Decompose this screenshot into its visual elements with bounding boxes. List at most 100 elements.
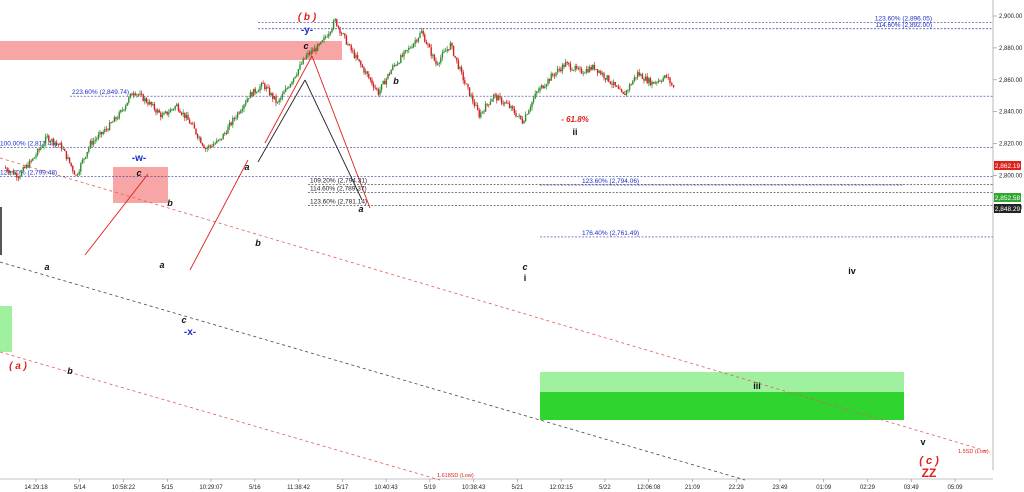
candle-body: [68, 157, 71, 163]
candle-body: [9, 171, 12, 173]
candle-body: [516, 116, 519, 117]
candle-body: [660, 81, 663, 82]
candle-body: [152, 103, 154, 105]
candle-body: [4, 167, 7, 169]
level-price-label: 2,848.29: [995, 206, 1021, 213]
candle-body: [43, 143, 45, 147]
candle-body: [465, 83, 468, 85]
candle-body: [288, 87, 290, 89]
candle-body: [329, 31, 332, 34]
candle-body: [225, 132, 228, 134]
candle-body: [473, 101, 476, 106]
candle-body: [214, 143, 216, 145]
candle-body: [206, 147, 208, 149]
candle-body: [611, 83, 613, 85]
x-tick-label: 23:49: [772, 485, 788, 491]
candle-body: [128, 97, 130, 103]
fib-level-label: 114.60% (2,789.37): [310, 185, 367, 192]
candle-body: [62, 148, 64, 150]
candle-body: [145, 98, 148, 103]
candle-body: [368, 73, 370, 78]
candle-body: [25, 164, 28, 169]
candle-body: [486, 103, 488, 105]
candle-body: [369, 77, 372, 80]
candle-body: [32, 158, 34, 161]
candle-body: [300, 63, 303, 65]
candle-body: [452, 46, 455, 56]
candle-body: [211, 145, 213, 147]
candle-body: [60, 143, 63, 149]
candle-body: [59, 143, 61, 145]
candle-body: [395, 64, 397, 66]
candle-body: [156, 110, 159, 113]
target-zone-left-green: [0, 306, 12, 352]
x-tick-label: 22:29: [729, 485, 745, 491]
candle-body: [296, 74, 298, 77]
candle-body: [444, 51, 447, 52]
candle-body: [420, 31, 423, 34]
candle-body: [601, 73, 604, 75]
candle-body: [448, 49, 450, 51]
candle-body: [457, 60, 460, 69]
time-axis: 14:29:18 5/14 10:58:22 5/15 10:29:07 5/16 11:3…: [0, 478, 993, 491]
candle-body: [358, 59, 360, 62]
candle-body: [572, 70, 575, 71]
candle-body: [404, 50, 407, 52]
candle-body: [496, 94, 498, 101]
wave-line-y-up: [264, 55, 313, 144]
candle-body: [81, 159, 84, 164]
candle-body: [355, 55, 357, 58]
candle-body: [249, 92, 252, 99]
candle-body: [137, 94, 140, 96]
candle-body: [400, 55, 402, 63]
wave-label-i: i: [524, 273, 527, 283]
x-ticks: 14:29:18 5/14 10:58:22 5/15 10:29:07 5/16 11:3…: [24, 479, 963, 491]
candle-body: [20, 170, 23, 176]
candle-body: [392, 65, 394, 70]
candle-body: [70, 162, 72, 167]
candle-body: [337, 26, 340, 28]
wave-line-y-black-up: [257, 79, 306, 163]
candle-body: [636, 72, 639, 78]
x-tick-label: 5/22: [599, 485, 611, 491]
candle-body: [585, 68, 588, 73]
candle-body: [669, 77, 671, 84]
candle-body: [174, 106, 176, 110]
candle-body: [403, 51, 405, 57]
candle-body: [316, 44, 319, 52]
candle-body: [235, 117, 237, 119]
candle-body: [176, 104, 178, 107]
wave-line-w-up: [84, 173, 149, 256]
candle-body: [177, 104, 180, 111]
candle-body: [480, 112, 482, 118]
candle-body: [396, 63, 399, 66]
candle-body: [603, 73, 605, 79]
candle-body: [185, 114, 188, 119]
candle-body: [408, 47, 410, 50]
candle-body: [136, 94, 138, 96]
candle-body: [430, 47, 432, 56]
wave-label-b-right: b: [393, 76, 399, 86]
candle-body: [347, 44, 349, 46]
candle-body: [148, 101, 151, 105]
candle-body: [220, 138, 223, 140]
candle-body: [302, 58, 304, 64]
candle-body: [625, 90, 628, 96]
candle-body: [276, 102, 279, 103]
candle-body: [307, 52, 309, 56]
candle-body: [92, 140, 95, 145]
candle-body: [364, 71, 367, 73]
candle-body: [244, 102, 247, 105]
candle-body: [326, 36, 328, 38]
candle-body: [398, 62, 400, 64]
candle-body: [204, 148, 207, 149]
candle-body: [443, 51, 445, 53]
fib-level-label: 123.60% (2,896.05): [875, 15, 932, 22]
candle-body: [606, 75, 608, 80]
candle-body: [161, 114, 164, 118]
candle-body: [252, 88, 255, 97]
candle-body: [619, 88, 621, 90]
candle-body: [188, 119, 191, 124]
candle-body: [464, 80, 466, 84]
candle-body: [227, 126, 229, 134]
